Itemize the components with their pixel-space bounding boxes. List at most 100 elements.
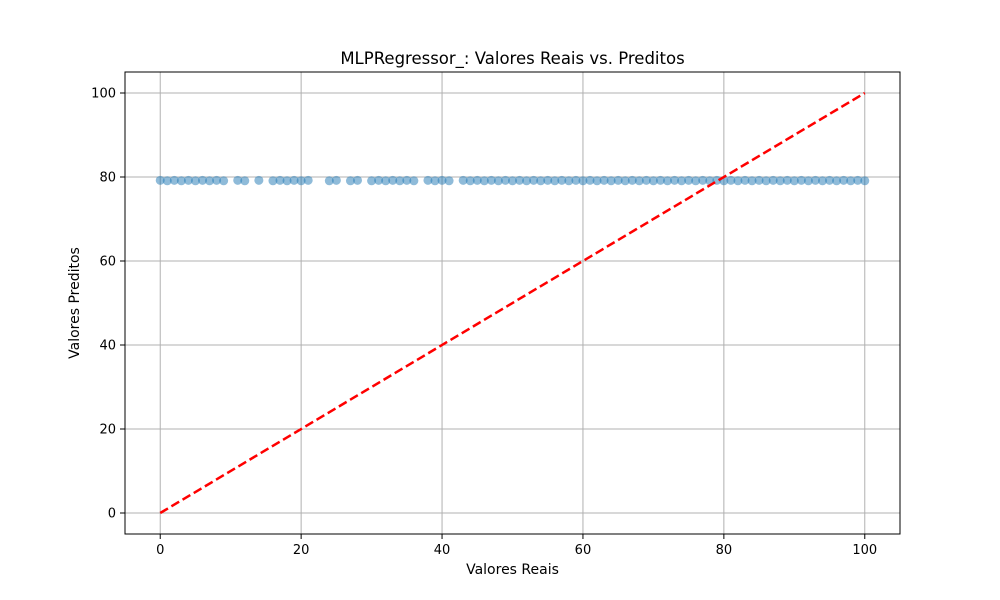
data-point bbox=[479, 176, 489, 186]
data-point bbox=[508, 176, 517, 186]
data-point bbox=[775, 176, 785, 186]
data-point bbox=[240, 176, 250, 186]
chart-title: MLPRegressor_: Valores Reais vs. Predito… bbox=[340, 49, 684, 69]
data-point bbox=[374, 175, 384, 185]
data-point bbox=[233, 175, 243, 185]
grid-lines bbox=[125, 72, 900, 534]
data-point bbox=[789, 176, 799, 186]
data-point bbox=[860, 176, 870, 186]
data-point bbox=[550, 176, 560, 186]
data-point bbox=[268, 176, 278, 186]
data-point bbox=[296, 176, 306, 186]
y-tick-label: 100 bbox=[91, 87, 116, 102]
data-point bbox=[169, 175, 179, 185]
data-point bbox=[212, 175, 222, 185]
data-point bbox=[190, 176, 200, 186]
data-point bbox=[353, 175, 362, 185]
data-point bbox=[388, 175, 398, 185]
data-point bbox=[162, 176, 172, 186]
x-tick-label: 20 bbox=[293, 543, 310, 558]
data-point bbox=[402, 175, 412, 185]
data-point bbox=[599, 175, 609, 185]
data-point bbox=[670, 175, 680, 185]
data-point bbox=[726, 175, 736, 185]
data-point bbox=[465, 176, 475, 186]
identity-reference-line bbox=[159, 91, 866, 515]
data-point bbox=[282, 176, 292, 186]
x-tick-label: 0 bbox=[156, 543, 164, 558]
data-point bbox=[634, 176, 644, 186]
data-point bbox=[733, 176, 743, 186]
data-point bbox=[684, 175, 694, 185]
data-point bbox=[430, 176, 440, 186]
data-point bbox=[606, 176, 616, 186]
data-point bbox=[557, 175, 567, 185]
y-tick-label: 40 bbox=[99, 339, 116, 354]
data-point bbox=[846, 176, 856, 186]
y-tick-label: 60 bbox=[99, 255, 116, 270]
y-axis-label: Valores Preditos bbox=[67, 247, 83, 359]
data-point bbox=[620, 176, 630, 186]
data-point bbox=[754, 175, 764, 185]
data-point bbox=[303, 175, 313, 185]
x-tick-label: 40 bbox=[434, 543, 451, 558]
data-point bbox=[395, 176, 405, 186]
data-point bbox=[585, 175, 595, 185]
data-point bbox=[219, 176, 229, 186]
data-point bbox=[677, 176, 687, 186]
data-point bbox=[698, 175, 708, 185]
data-point bbox=[761, 176, 771, 186]
data-point bbox=[500, 175, 510, 185]
data-point bbox=[747, 176, 757, 186]
data-point bbox=[515, 175, 525, 185]
axis-ticks: 0 20 40 60 80 100 0 20 40 60 80 100 bbox=[91, 87, 877, 559]
data-point bbox=[486, 175, 496, 185]
data-point bbox=[564, 176, 574, 186]
x-tick-label: 100 bbox=[852, 543, 877, 558]
x-axis-label: Valores Reais bbox=[466, 562, 559, 578]
data-point bbox=[444, 176, 454, 186]
data-point bbox=[155, 175, 165, 185]
y-tick-label: 20 bbox=[99, 423, 116, 438]
data-point bbox=[613, 175, 623, 185]
data-point bbox=[592, 176, 602, 186]
data-points bbox=[155, 175, 870, 186]
data-point bbox=[768, 175, 778, 185]
x-tick-label: 80 bbox=[716, 543, 733, 558]
data-point bbox=[536, 176, 546, 186]
data-point bbox=[345, 176, 355, 186]
data-point bbox=[183, 175, 193, 185]
x-tick-label: 60 bbox=[575, 543, 592, 558]
data-point bbox=[522, 176, 532, 186]
data-point bbox=[782, 175, 792, 185]
data-point bbox=[818, 176, 827, 186]
data-point bbox=[803, 176, 813, 186]
data-point bbox=[275, 175, 285, 185]
y-tick-label: 80 bbox=[99, 171, 116, 186]
data-point bbox=[198, 175, 207, 185]
data-point bbox=[254, 175, 264, 185]
data-point bbox=[529, 175, 539, 185]
data-point bbox=[832, 176, 842, 186]
y-tick-label: 0 bbox=[108, 507, 116, 522]
data-point bbox=[367, 176, 377, 186]
data-point bbox=[627, 175, 637, 185]
data-point bbox=[641, 175, 651, 185]
data-point bbox=[578, 176, 588, 186]
data-point bbox=[472, 175, 482, 185]
data-point bbox=[437, 175, 447, 185]
data-point bbox=[423, 175, 433, 185]
data-point bbox=[655, 175, 665, 185]
data-point bbox=[381, 176, 391, 186]
data-point bbox=[825, 175, 835, 185]
data-point bbox=[810, 175, 820, 185]
data-point bbox=[409, 176, 419, 186]
data-point bbox=[324, 176, 334, 186]
data-point bbox=[740, 175, 750, 185]
data-point bbox=[648, 176, 658, 186]
data-point bbox=[458, 175, 468, 185]
plot-area-frame bbox=[124, 71, 901, 535]
data-point bbox=[176, 176, 186, 186]
data-point bbox=[663, 176, 672, 186]
